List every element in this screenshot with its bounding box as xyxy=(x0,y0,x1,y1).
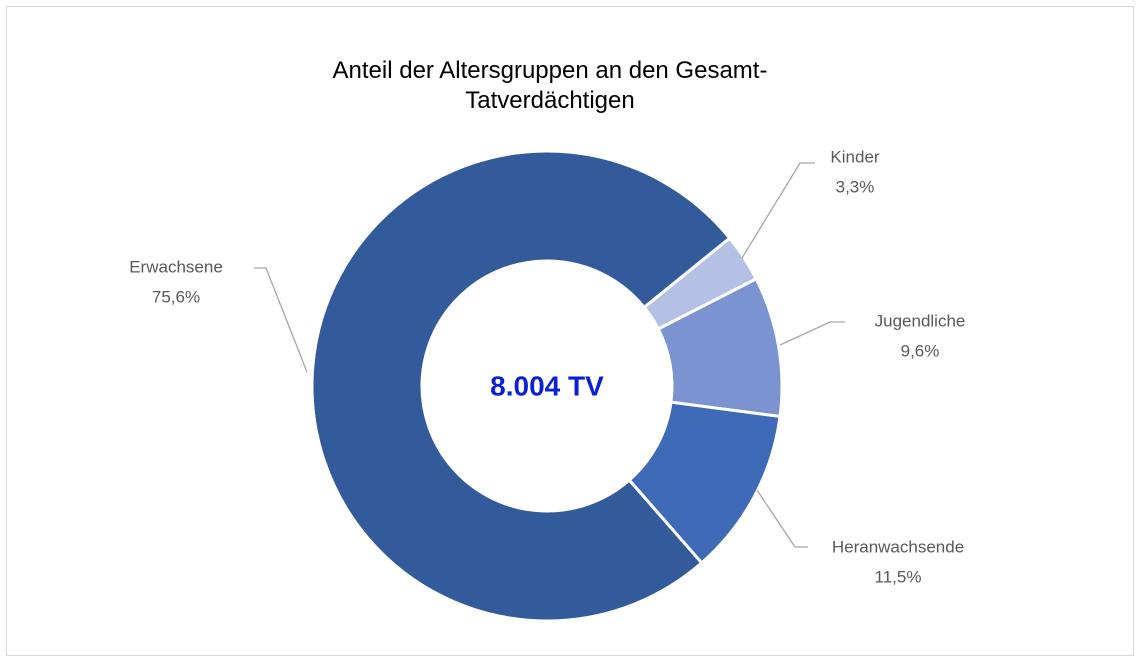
leader-line xyxy=(779,321,845,346)
data-label-category: Jugendliche xyxy=(875,311,966,330)
leader-line xyxy=(756,489,808,548)
chart-title: Anteil der Altersgruppen an den Gesamt-T… xyxy=(332,57,768,114)
data-label-value: 11,5% xyxy=(875,567,922,586)
data-label-value: 75,6% xyxy=(152,287,200,306)
data-label-category: Kinder xyxy=(830,147,879,166)
data-label-category: Erwachsene xyxy=(129,257,223,276)
data-label-value: 9,6% xyxy=(901,341,940,360)
leader-line xyxy=(741,162,815,259)
leader-line xyxy=(254,267,308,373)
data-label-value: 3,3% xyxy=(836,177,875,196)
donut-segment xyxy=(310,149,732,623)
center-label: 8.004 TV xyxy=(490,370,604,401)
data-label-category: Heranwachsende xyxy=(832,537,964,556)
